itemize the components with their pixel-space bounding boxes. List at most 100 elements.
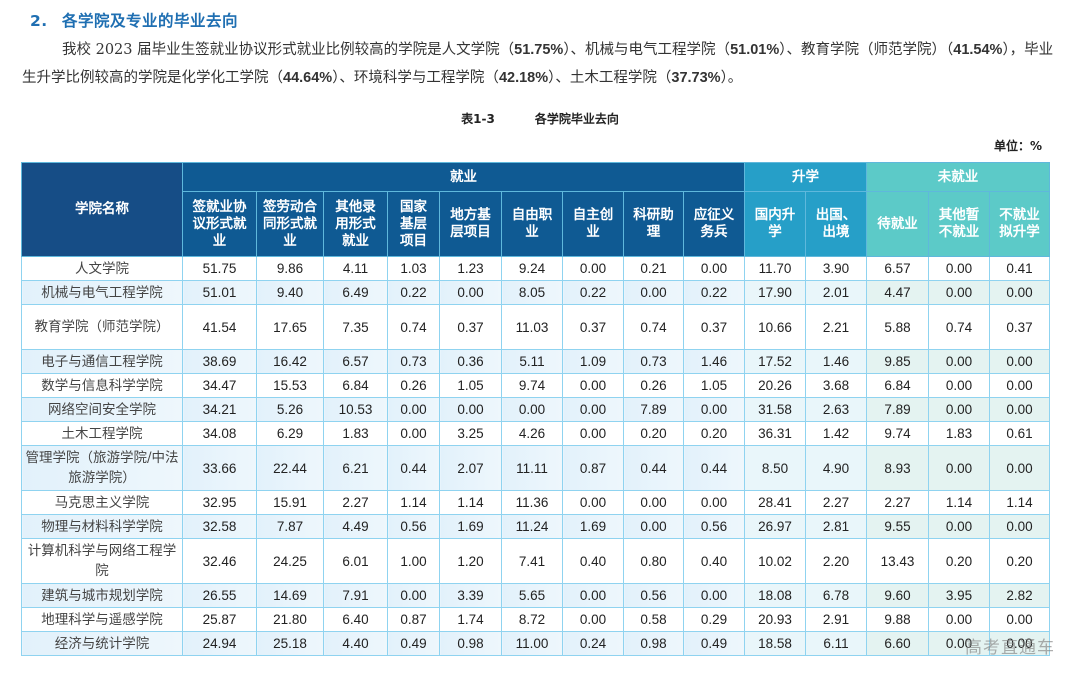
value-cell: 0.98 <box>623 631 684 656</box>
value-cell: 0.87 <box>387 607 440 632</box>
value-cell: 9.74 <box>501 373 563 398</box>
value-cell: 0.24 <box>562 631 624 656</box>
value-cell: 6.84 <box>866 373 929 398</box>
value-cell: 6.57 <box>323 349 388 374</box>
value-cell: 3.90 <box>805 256 867 281</box>
col-header: 国家基层项目 <box>387 191 440 257</box>
value-cell: 1.20 <box>439 538 502 584</box>
value-cell: 0.00 <box>928 514 990 539</box>
value-cell: 1.03 <box>387 256 440 281</box>
value-cell: 1.46 <box>805 349 867 374</box>
value-cell: 6.84 <box>323 373 388 398</box>
value-cell: 0.98 <box>439 631 502 656</box>
college-name-cell: 建筑与城市规划学院 <box>21 583 183 608</box>
value-cell: 11.24 <box>501 514 563 539</box>
value-cell: 25.87 <box>182 607 257 632</box>
value-cell: 6.21 <box>323 445 388 491</box>
value-cell: 7.89 <box>623 397 684 422</box>
value-cell: 7.91 <box>323 583 388 608</box>
value-cell: 6.29 <box>256 421 324 446</box>
value-cell: 0.41 <box>989 256 1050 281</box>
value-cell: 2.82 <box>989 583 1050 608</box>
college-name-cell: 人文学院 <box>21 256 183 281</box>
para-value: 42.18% <box>498 70 549 86</box>
value-cell: 0.74 <box>623 304 684 350</box>
value-cell: 1.83 <box>928 421 990 446</box>
value-cell: 0.00 <box>562 583 624 608</box>
value-cell: 0.74 <box>387 304 440 350</box>
value-cell: 0.00 <box>989 607 1050 632</box>
value-cell: 32.46 <box>182 538 257 584</box>
value-cell: 0.44 <box>387 445 440 491</box>
value-cell: 0.00 <box>928 631 990 656</box>
table-row: 马克思主义学院 32.95 15.91 2.27 1.14 1.14 11.36 0.00 0.… <box>21 490 1050 515</box>
para-text: ）、环境科学与工程学院（ <box>332 70 499 86</box>
value-cell: 0.20 <box>623 421 684 446</box>
value-cell: 2.01 <box>805 280 867 305</box>
value-cell: 0.00 <box>928 373 990 398</box>
value-cell: 4.11 <box>323 256 388 281</box>
section-number: 2. <box>30 12 48 30</box>
value-cell: 0.22 <box>387 280 440 305</box>
value-cell: 51.75 <box>182 256 257 281</box>
value-cell: 0.00 <box>387 421 440 446</box>
table-number: 表1-3 <box>461 112 495 126</box>
value-cell: 11.03 <box>501 304 563 350</box>
value-cell: 5.88 <box>866 304 929 350</box>
value-cell: 3.39 <box>439 583 502 608</box>
value-cell: 5.11 <box>501 349 563 374</box>
value-cell: 3.25 <box>439 421 502 446</box>
value-cell: 15.53 <box>256 373 324 398</box>
value-cell: 11.11 <box>501 445 563 491</box>
value-cell: 25.18 <box>256 631 324 656</box>
value-cell: 28.41 <box>744 490 806 515</box>
value-cell: 32.58 <box>182 514 257 539</box>
value-cell: 0.56 <box>623 583 684 608</box>
value-cell: 6.60 <box>866 631 929 656</box>
value-cell: 2.20 <box>805 538 867 584</box>
value-cell: 0.40 <box>683 538 745 584</box>
section-title: 各学院及专业的毕业去向 <box>62 12 239 30</box>
value-cell: 1.42 <box>805 421 867 446</box>
value-cell: 24.25 <box>256 538 324 584</box>
value-cell: 0.00 <box>439 397 502 422</box>
value-cell: 3.68 <box>805 373 867 398</box>
college-name-cell: 教育学院（师范学院） <box>21 304 183 350</box>
col-header: 不就业拟升学 <box>989 191 1050 257</box>
value-cell: 1.46 <box>683 349 745 374</box>
value-cell: 0.00 <box>623 490 684 515</box>
value-cell: 0.21 <box>623 256 684 281</box>
value-cell: 0.00 <box>928 607 990 632</box>
para-text: ）。 <box>720 70 743 86</box>
col-header: 待就业 <box>866 191 929 257</box>
value-cell: 0.87 <box>562 445 624 491</box>
college-name-cell: 马克思主义学院 <box>21 490 183 515</box>
value-cell: 26.97 <box>744 514 806 539</box>
value-cell: 0.40 <box>562 538 624 584</box>
value-cell: 0.00 <box>562 421 624 446</box>
table-row: 机械与电气工程学院 51.01 9.40 6.49 0.22 0.00 8.05 0.22 0.… <box>21 280 1050 305</box>
college-name-cell: 管理学院（旅游学院/中法旅游学院） <box>21 445 183 491</box>
value-cell: 1.05 <box>683 373 745 398</box>
college-name-cell: 地理科学与遥感学院 <box>21 607 183 632</box>
value-cell: 2.27 <box>866 490 929 515</box>
value-cell: 20.93 <box>744 607 806 632</box>
college-name-cell: 机械与电气工程学院 <box>21 280 183 305</box>
value-cell: 0.00 <box>928 397 990 422</box>
value-cell: 0.49 <box>683 631 745 656</box>
watermark: 高考直通车 <box>965 638 1055 658</box>
value-cell: 3.95 <box>928 583 990 608</box>
value-cell: 0.00 <box>989 514 1050 539</box>
table-row: 教育学院（师范学院） 41.54 17.65 7.35 0.74 0.37 11.03 0.3… <box>21 304 1050 350</box>
value-cell: 26.55 <box>182 583 257 608</box>
value-cell: 7.35 <box>323 304 388 350</box>
value-cell: 18.08 <box>744 583 806 608</box>
para-value: 41.54% <box>953 42 1003 58</box>
value-cell: 1.09 <box>562 349 624 374</box>
col-header: 自主创业 <box>562 191 624 257</box>
col-header: 自由职业 <box>501 191 563 257</box>
value-cell: 0.61 <box>989 421 1050 446</box>
value-cell: 8.72 <box>501 607 563 632</box>
table-row: 数学与信息科学学院 34.47 15.53 6.84 0.26 1.05 9.74 0.00 0… <box>21 373 1050 398</box>
value-cell: 9.86 <box>256 256 324 281</box>
